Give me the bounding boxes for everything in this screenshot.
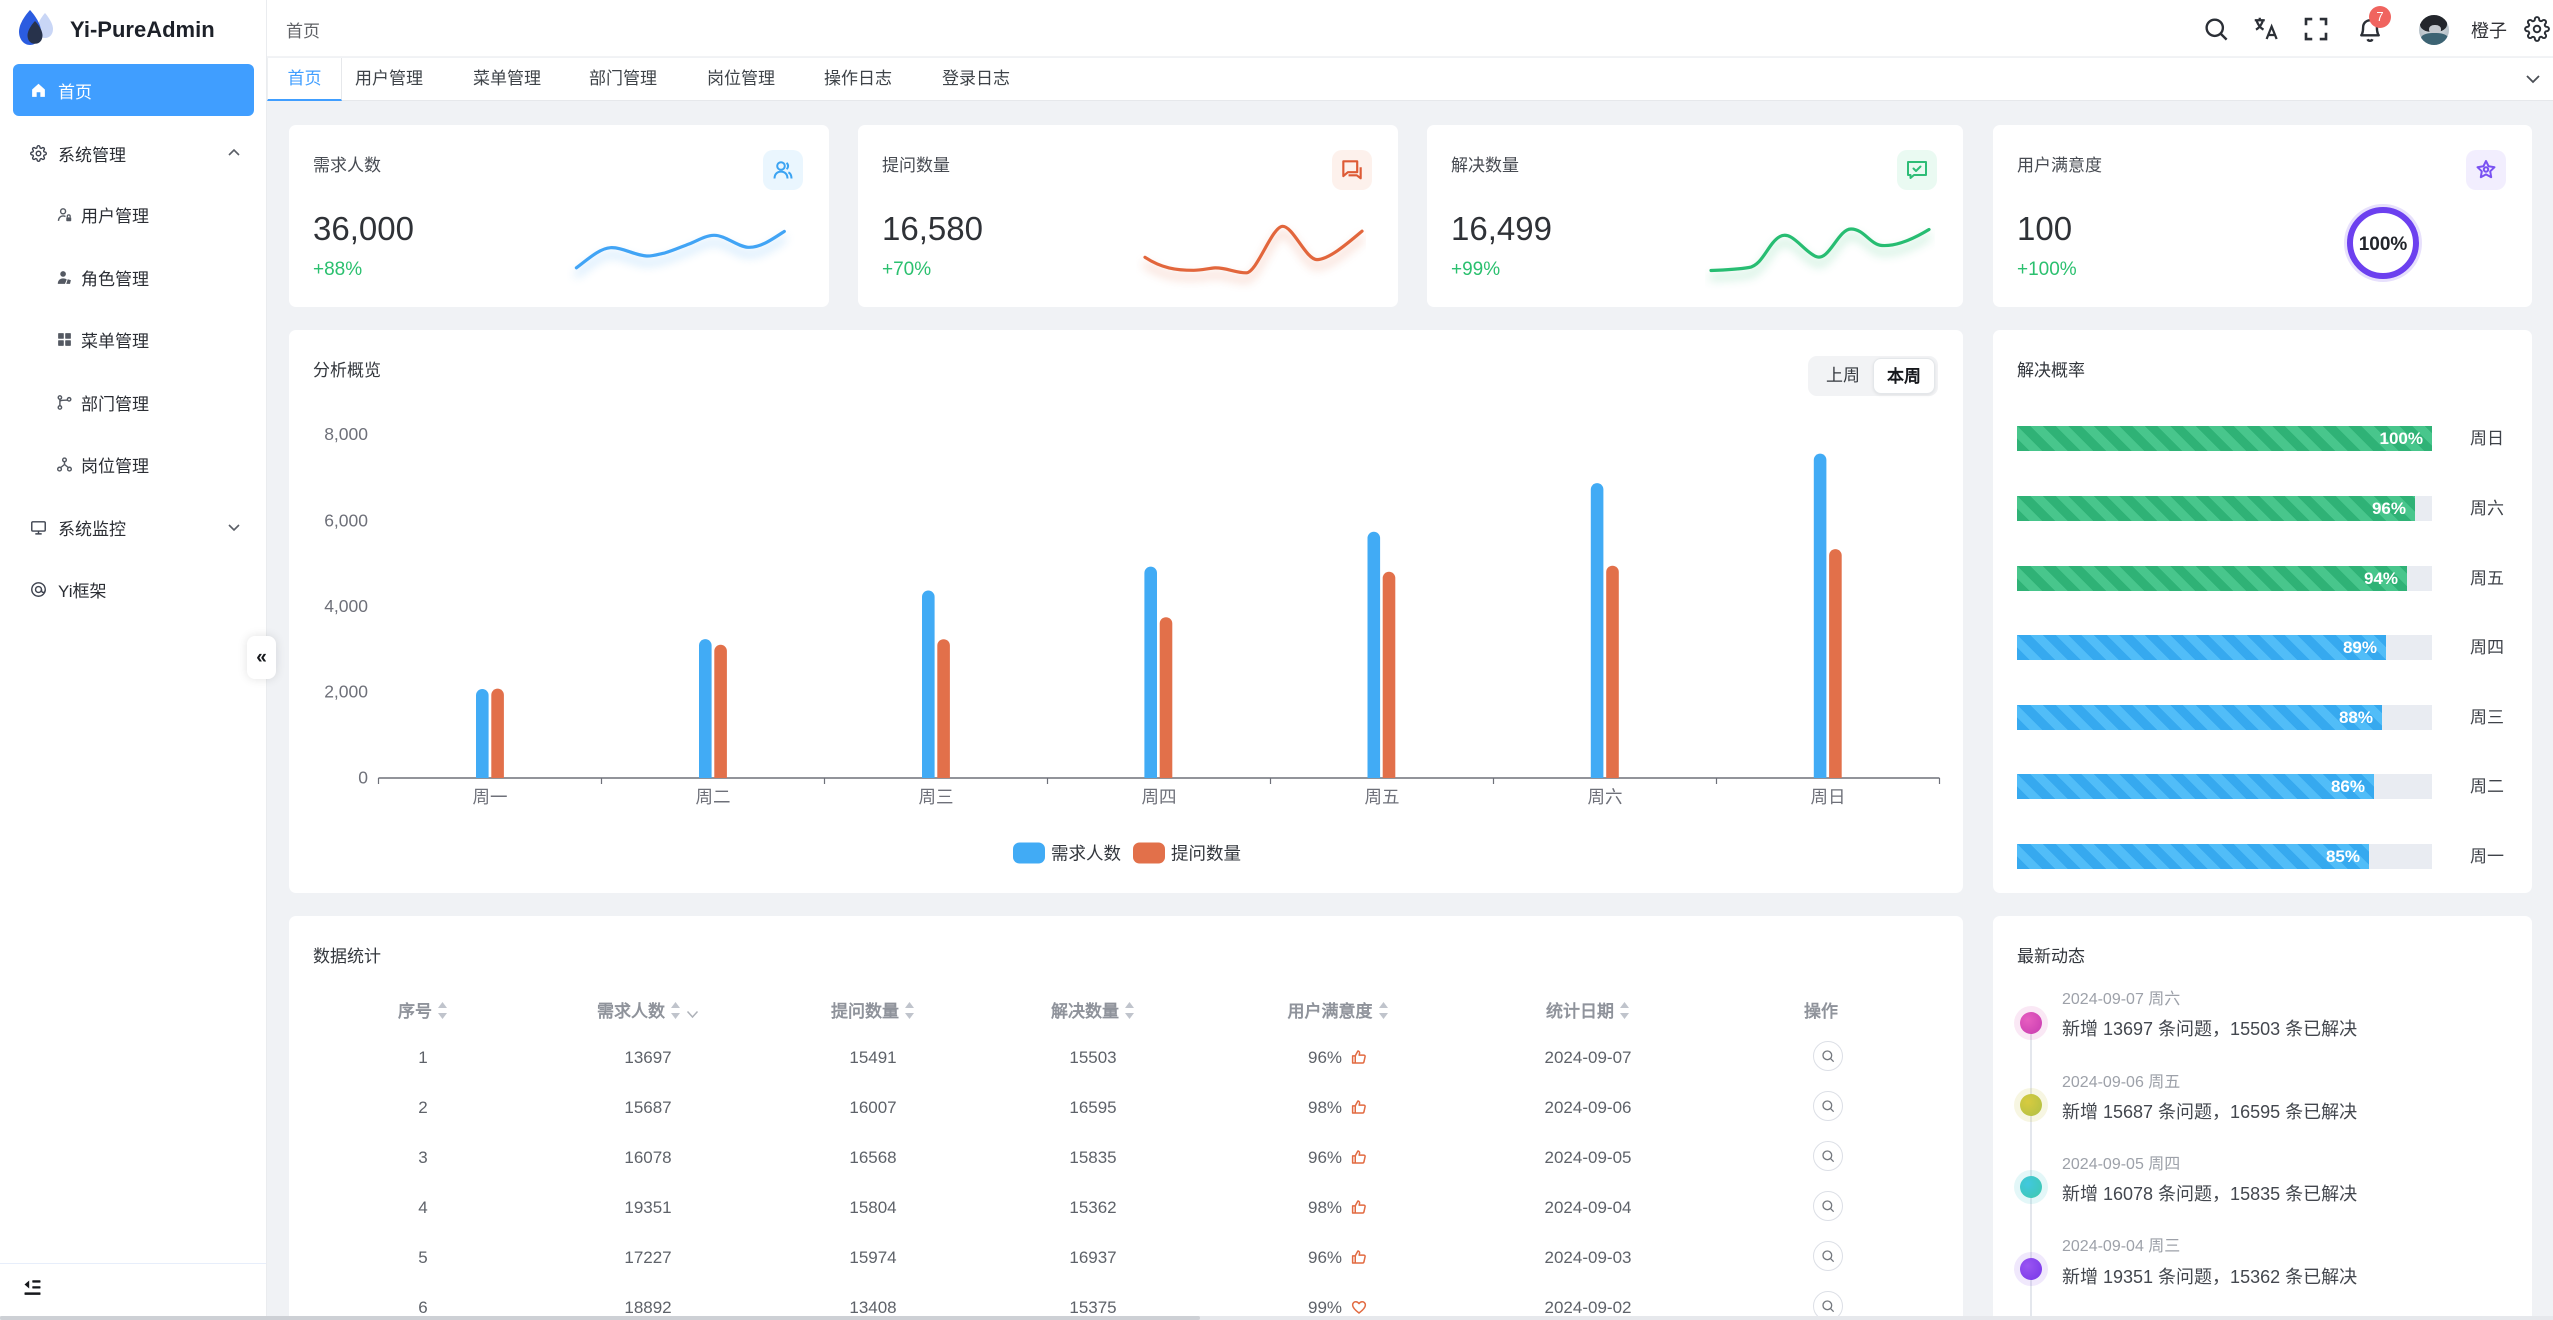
svg-text:周一: 周一 [473,787,508,807]
svg-text:周二: 周二 [696,787,731,807]
svg-text:2,000: 2,000 [324,682,368,702]
svg-text:周五: 周五 [1365,787,1400,807]
svg-text:周六: 周六 [1588,787,1623,807]
svg-text:0: 0 [358,768,368,788]
svg-text:需求人数: 需求人数 [1051,844,1121,864]
svg-text:6,000: 6,000 [324,511,368,531]
svg-text:周日: 周日 [1811,787,1846,807]
svg-text:周三: 周三 [919,787,954,807]
svg-text:8,000: 8,000 [324,424,368,444]
svg-text:100%: 100% [2359,234,2408,255]
svg-text:4,000: 4,000 [324,596,368,616]
svg-text:周四: 周四 [1142,787,1177,807]
svg-text:提问数量: 提问数量 [1171,844,1241,864]
